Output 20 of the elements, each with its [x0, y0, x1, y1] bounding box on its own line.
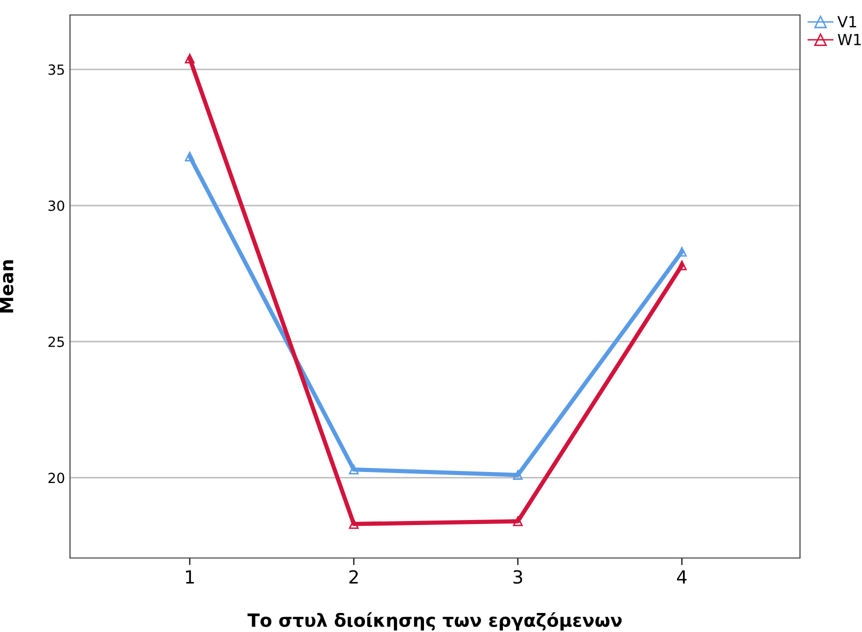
- y-axis-title: Mean: [0, 260, 14, 312]
- y-tick-label: 30: [48, 200, 64, 211]
- point: [677, 246, 687, 257]
- legend-label: V1: [837, 16, 856, 28]
- point: [348, 464, 359, 474]
- x-tick-label: 4: [677, 570, 687, 584]
- point: [512, 470, 523, 480]
- x-axis-title: Το στυλ διοίκησης των εργαζόμενων: [248, 612, 622, 630]
- point: [348, 519, 359, 529]
- x-tick-label: 1: [186, 570, 194, 584]
- point: [512, 516, 523, 526]
- x-tick-label: 2: [349, 570, 358, 584]
- legend-label: W1: [838, 34, 861, 46]
- point: [677, 260, 687, 270]
- point: [184, 54, 195, 64]
- point: [184, 152, 195, 162]
- y-tick-label: 25: [48, 336, 64, 348]
- y-tick-label: 20: [48, 472, 64, 484]
- y-tick-label: 35: [48, 64, 64, 75]
- x-tick-label: 3: [513, 570, 522, 584]
